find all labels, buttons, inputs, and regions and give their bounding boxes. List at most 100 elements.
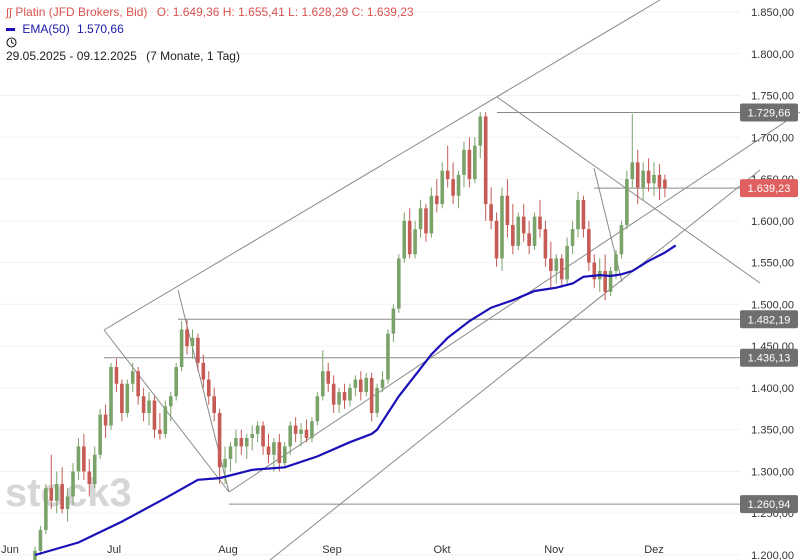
candle-body[interactable] bbox=[38, 529, 43, 551]
candle-body[interactable] bbox=[60, 483, 64, 510]
candle-body[interactable] bbox=[266, 446, 271, 455]
candle-body[interactable] bbox=[315, 396, 320, 422]
candle-body[interactable] bbox=[386, 333, 390, 380]
candle-body[interactable] bbox=[71, 471, 75, 497]
candle-body[interactable] bbox=[657, 174, 662, 188]
candle-body[interactable] bbox=[500, 195, 504, 259]
candle-body[interactable] bbox=[418, 208, 423, 230]
candle-body[interactable] bbox=[212, 396, 216, 413]
candle-body[interactable] bbox=[483, 116, 488, 205]
candle-body[interactable] bbox=[114, 367, 119, 384]
candle-body[interactable] bbox=[543, 229, 548, 259]
candle-body[interactable] bbox=[103, 414, 108, 426]
candle-body[interactable] bbox=[549, 258, 553, 271]
candle-body[interactable] bbox=[342, 392, 347, 401]
candle-body[interactable] bbox=[125, 383, 130, 413]
candle-body[interactable] bbox=[424, 208, 428, 234]
candle-body[interactable] bbox=[152, 400, 157, 430]
candle-body[interactable] bbox=[244, 438, 249, 447]
candle-body[interactable] bbox=[261, 425, 265, 447]
candle-body[interactable] bbox=[521, 216, 526, 234]
candle-body[interactable] bbox=[538, 216, 542, 230]
candle-body[interactable] bbox=[163, 406, 168, 434]
candle-body[interactable] bbox=[576, 199, 580, 230]
candle-body[interactable] bbox=[473, 145, 477, 180]
candle-body[interactable] bbox=[435, 195, 439, 205]
candle-body[interactable] bbox=[364, 377, 369, 393]
candle-body[interactable] bbox=[82, 446, 86, 472]
candle-body[interactable] bbox=[277, 442, 282, 464]
candle-body[interactable] bbox=[223, 458, 227, 468]
candle-body[interactable] bbox=[299, 429, 303, 434]
candle-body[interactable] bbox=[429, 195, 434, 234]
candle-body[interactable] bbox=[652, 174, 656, 184]
candle-body[interactable] bbox=[217, 412, 222, 468]
candle-body[interactable] bbox=[98, 414, 102, 455]
upper-channel-line[interactable] bbox=[103, 0, 661, 331]
candle-body[interactable] bbox=[288, 425, 293, 447]
candle-body[interactable] bbox=[136, 371, 140, 397]
candle-body[interactable] bbox=[608, 270, 613, 292]
candle-body[interactable] bbox=[603, 270, 607, 292]
candle-body[interactable] bbox=[614, 254, 618, 271]
candle-body[interactable] bbox=[375, 387, 379, 413]
candle-body[interactable] bbox=[391, 308, 396, 334]
support-trendline[interactable] bbox=[269, 169, 761, 560]
candle-body[interactable] bbox=[625, 179, 629, 226]
lower-channel-line[interactable] bbox=[228, 111, 800, 493]
candle-body[interactable] bbox=[185, 329, 189, 347]
candle-body[interactable] bbox=[239, 438, 244, 447]
candle-body[interactable] bbox=[559, 258, 564, 280]
candle-body[interactable] bbox=[228, 446, 233, 459]
candle-body[interactable] bbox=[174, 367, 178, 397]
candle-body[interactable] bbox=[413, 229, 417, 255]
candle-body[interactable] bbox=[348, 387, 352, 401]
candle-body[interactable] bbox=[619, 225, 624, 255]
candle-body[interactable] bbox=[407, 220, 412, 255]
candle-body[interactable] bbox=[282, 446, 287, 464]
candle-body[interactable] bbox=[494, 220, 499, 259]
candle-body[interactable] bbox=[49, 488, 54, 501]
candle-body[interactable] bbox=[630, 162, 635, 180]
candle-body[interactable] bbox=[592, 262, 597, 280]
candle-body[interactable] bbox=[87, 471, 92, 484]
candle-body[interactable] bbox=[641, 170, 645, 188]
candle-body[interactable] bbox=[141, 396, 146, 413]
candle-body[interactable] bbox=[456, 174, 461, 196]
candle-body[interactable] bbox=[440, 170, 445, 205]
candle-body[interactable] bbox=[190, 337, 195, 347]
candle-body[interactable] bbox=[511, 225, 515, 246]
chart-type-icon[interactable]: ∫∫ bbox=[6, 7, 13, 19]
candle-body[interactable] bbox=[554, 258, 559, 271]
candle-body[interactable] bbox=[369, 377, 374, 413]
candle-body[interactable] bbox=[359, 379, 363, 393]
candle-body[interactable] bbox=[234, 438, 238, 447]
candle-body[interactable] bbox=[179, 329, 184, 368]
candle-body[interactable] bbox=[33, 550, 37, 560]
candle-body[interactable] bbox=[130, 371, 135, 384]
candle-body[interactable] bbox=[54, 483, 59, 501]
candle-body[interactable] bbox=[120, 383, 124, 413]
candle-body[interactable] bbox=[402, 220, 407, 259]
candle-body[interactable] bbox=[646, 170, 651, 184]
candle-body[interactable] bbox=[532, 216, 537, 246]
candle-body[interactable] bbox=[201, 362, 206, 380]
candle-body[interactable] bbox=[462, 149, 466, 175]
candle-body[interactable] bbox=[516, 216, 521, 246]
candle-body[interactable] bbox=[478, 116, 483, 146]
candle-body[interactable] bbox=[109, 367, 113, 426]
candle-body[interactable] bbox=[505, 195, 510, 226]
candle-body[interactable] bbox=[397, 258, 401, 309]
candle-body[interactable] bbox=[527, 233, 531, 246]
candle-body[interactable] bbox=[76, 446, 81, 472]
candle-body[interactable] bbox=[570, 229, 575, 246]
candle-body[interactable] bbox=[337, 392, 341, 405]
candle-body[interactable] bbox=[310, 421, 314, 439]
candle-body[interactable] bbox=[445, 170, 450, 180]
candle-body[interactable] bbox=[326, 371, 331, 384]
candle-body[interactable] bbox=[255, 425, 260, 434]
ema-50-line[interactable] bbox=[34, 244, 677, 557]
candle-body[interactable] bbox=[304, 429, 309, 439]
candle-body[interactable] bbox=[565, 245, 569, 280]
